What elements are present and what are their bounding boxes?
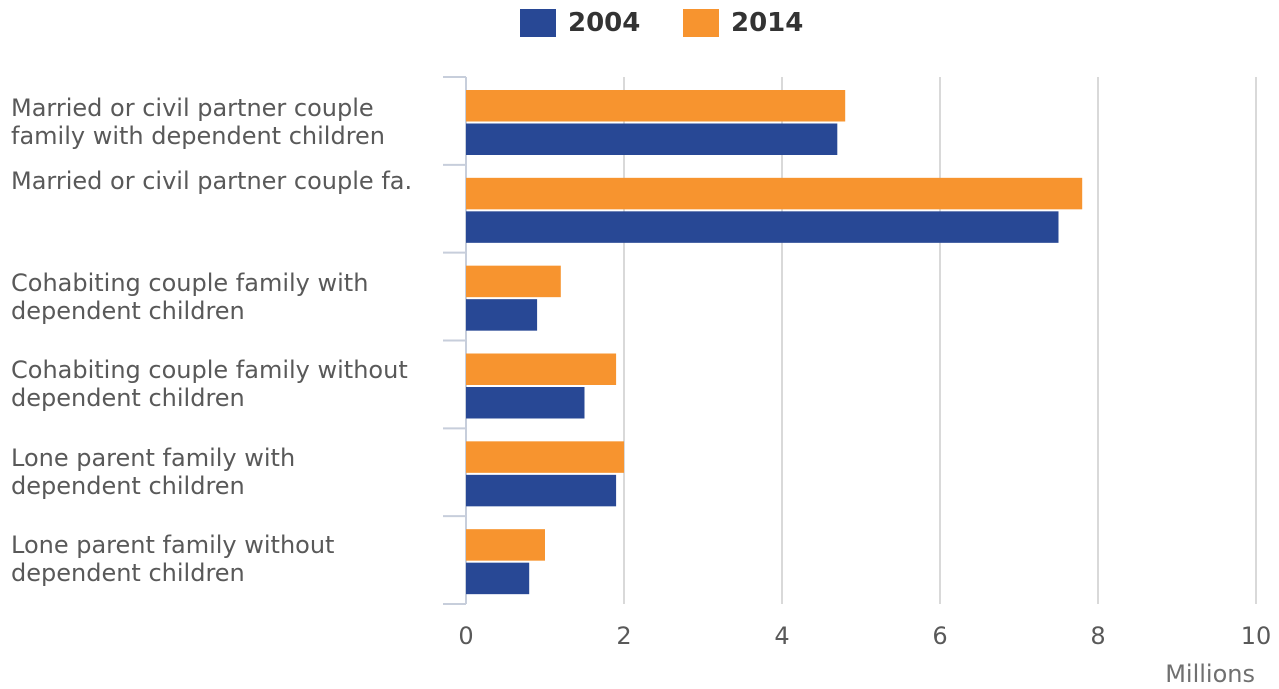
bar-2004-4 (466, 474, 617, 507)
category-label: Married or civil partner couple fa. (11, 167, 451, 195)
legend-item-2004: 2004 (520, 8, 640, 38)
bar-2014-2 (466, 265, 561, 298)
bar-2004-0 (466, 123, 838, 155)
legend-label-2004: 2004 (568, 8, 641, 38)
x-tick-label-10: 10 (1241, 622, 1272, 650)
bar-2014-3 (466, 353, 617, 385)
bar-2004-3 (466, 387, 585, 419)
legend-item-2014: 2014 (683, 8, 803, 38)
x-tick-label-2: 2 (616, 622, 631, 650)
category-label: Lone parent family without dependent chil… (11, 531, 451, 587)
bar-2014-4 (466, 441, 624, 473)
legend-swatch-2014 (683, 9, 719, 37)
chart-legend: 2004 2014 (0, 8, 1279, 40)
category-label: Cohabiting couple family without dependen… (11, 356, 451, 412)
legend-swatch-2004 (520, 9, 556, 37)
category-label-line: dependent children (11, 297, 245, 325)
legend-label-2014: 2014 (731, 8, 804, 38)
bar-2004-5 (466, 562, 530, 595)
x-tick-label-0: 0 (458, 622, 473, 650)
category-label-line: family with dependent children (11, 122, 386, 150)
bar-2014-1 (466, 177, 1083, 210)
bar-2004-2 (466, 299, 538, 331)
category-label-line: Married or civil partner couple (11, 94, 374, 122)
category-label-line: Lone parent family without (11, 531, 335, 559)
category-label-line: dependent children (11, 559, 245, 587)
category-label-line: dependent children (11, 472, 245, 500)
category-label: Married or civil partner couple family wi… (11, 94, 451, 150)
category-label-line: Lone parent family with (11, 444, 296, 472)
bar-2014-0 (466, 90, 846, 122)
category-label: Cohabiting couple family with dependent c… (11, 269, 451, 325)
category-label-line: Cohabiting couple family without (11, 356, 408, 384)
category-label-line: Married or civil partner couple fa. (11, 167, 413, 195)
x-axis-title: Millions (1165, 660, 1255, 688)
x-tick-label-4: 4 (774, 622, 789, 650)
category-label: Lone parent family with dependent childre… (11, 444, 451, 500)
category-label-line: Cohabiting couple family with (11, 269, 369, 297)
category-label-line: dependent children (11, 384, 245, 412)
x-tick-label-8: 8 (1090, 622, 1105, 650)
bar-2014-5 (466, 529, 545, 561)
x-tick-label-6: 6 (932, 622, 947, 650)
bar-2004-1 (466, 211, 1059, 243)
